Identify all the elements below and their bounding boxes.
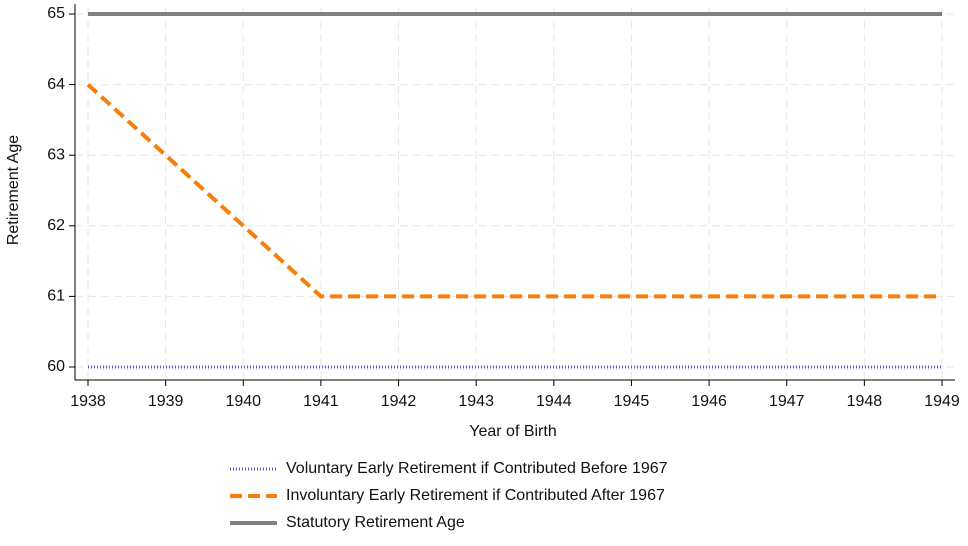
y-tick-label: 62 [47,217,65,234]
legend-label: Statutory Retirement Age [286,514,465,531]
x-tick-label: 1943 [458,393,494,410]
legend-label: Voluntary Early Retirement if Contribute… [286,460,668,477]
y-tick-label: 65 [47,5,65,22]
x-tick-label: 1946 [691,393,727,410]
y-axis-label: Retirement Age [5,135,22,245]
x-tick-label: 1945 [614,393,650,410]
x-tick-label: 1949 [924,393,960,410]
legend-label: Involuntary Early Retirement if Contribu… [286,487,665,504]
x-tick-label: 1948 [847,393,883,410]
y-tick-label: 64 [47,76,65,93]
series-line [86,83,942,299]
x-tick-label: 1938 [70,393,106,410]
x-tick-label: 1942 [381,393,417,410]
x-tick-label: 1939 [148,393,184,410]
x-tick-label: 1941 [303,393,339,410]
x-tick-label: 1944 [536,393,572,410]
x-axis-label: Year of Birth [469,423,556,440]
y-tick-label: 61 [47,288,65,305]
x-tick-label: 1940 [225,393,261,410]
x-tick-label: 1947 [769,393,805,410]
y-tick-label: 63 [47,146,65,163]
y-tick-label: 60 [47,358,65,375]
